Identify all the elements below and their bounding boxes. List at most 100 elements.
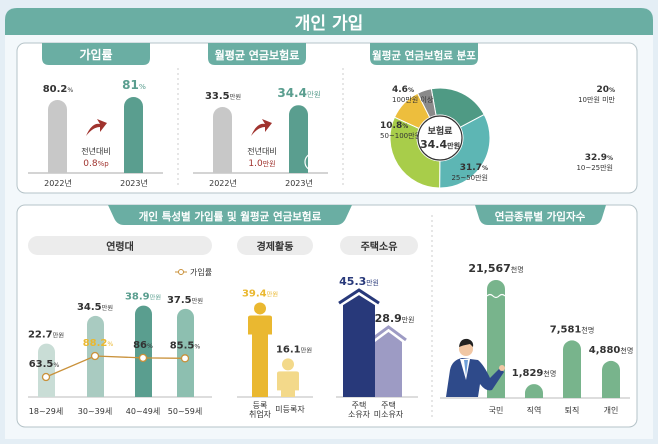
house-bar bbox=[343, 295, 375, 397]
rate-point bbox=[180, 354, 190, 363]
rate-value-label: 88.2% bbox=[83, 338, 114, 349]
svg-text:가입률: 가입률 bbox=[79, 47, 112, 62]
person-bar bbox=[277, 371, 299, 397]
svg-text:가입률: 가입률 bbox=[190, 268, 212, 277]
bar-value-label: 80.2% bbox=[43, 84, 74, 95]
axis-break-icon bbox=[486, 293, 506, 299]
age-label: 40~49세 bbox=[126, 407, 160, 416]
section-pill-distribution: 월평균 연금보험료 분포 bbox=[370, 43, 478, 65]
year-label: 2022년 bbox=[209, 178, 237, 188]
svg-text:연령대: 연령대 bbox=[106, 240, 134, 253]
bar bbox=[177, 308, 194, 397]
money-bag-icon bbox=[304, 153, 327, 171]
bar-value-label: 1,829천명 bbox=[512, 368, 557, 379]
person-head-icon bbox=[282, 358, 294, 371]
subsection-pill-economic: 경제활동 bbox=[237, 236, 313, 255]
section-pill-premium: 월평균 연금보험료 bbox=[208, 43, 306, 65]
donut-slice bbox=[389, 116, 441, 189]
category-label: 주택 미소유자 bbox=[374, 400, 404, 419]
bar bbox=[602, 360, 620, 398]
category-label: 미등록자 bbox=[275, 405, 305, 414]
bar bbox=[563, 340, 581, 398]
bar bbox=[135, 305, 152, 397]
rate-change-value: 0.8%p bbox=[83, 159, 109, 169]
pension-type-label: 퇴직 bbox=[565, 405, 580, 415]
rate-point bbox=[138, 353, 148, 363]
increase-arrow-icon bbox=[86, 119, 107, 136]
slice-category-label: 25~50만원 bbox=[451, 173, 488, 182]
slice-value-label: 32.9% bbox=[585, 153, 613, 163]
svg-text:연금종류별 가입자수: 연금종류별 가입자수 bbox=[495, 210, 586, 223]
subsection-pill-housing: 주택소유 bbox=[340, 236, 418, 255]
bar-value-label: 33.5만원 bbox=[205, 91, 241, 102]
roof-icon bbox=[370, 325, 407, 342]
bar bbox=[124, 97, 143, 173]
house-bar bbox=[375, 331, 402, 397]
pension-type-label: 국민 bbox=[489, 405, 504, 415]
slice-value-label: 10.8% bbox=[380, 121, 408, 131]
premium-chart: 33.5만원 2022년 34.4만원 2023년 bbox=[205, 86, 321, 188]
subsection-pill-age: 연령대 bbox=[28, 236, 212, 255]
donut-center-label: 보험료 bbox=[428, 125, 454, 137]
rate-point bbox=[90, 351, 100, 361]
bar-value-label: 38.9만원 bbox=[125, 292, 161, 303]
page-title: 개인 가입 bbox=[295, 14, 363, 34]
slice-value-label: 20% bbox=[596, 85, 615, 95]
distribution-donut: 20%10만원 미만 32.9%10~25만원 31.7%25~50만원 10.8%5… bbox=[380, 85, 616, 189]
slice-value-label: 4.6% bbox=[392, 85, 414, 95]
pension-type-label: 개인 bbox=[604, 405, 619, 415]
svg-text:월평균 연금보험료: 월평균 연금보험료 bbox=[215, 48, 300, 62]
person-bar bbox=[248, 315, 272, 397]
bar-value-label: 4,880천명 bbox=[589, 345, 634, 356]
title-bar bbox=[5, 8, 653, 35]
rate-point bbox=[41, 372, 51, 382]
section-pill-characteristics: 개인 특성별 가입률 및 월평균 연금보험료 bbox=[108, 205, 352, 225]
premium-change-value: 1.0만원 bbox=[248, 159, 275, 169]
svg-text:개인 특성별 가입률 및 월평균 연금보험료: 개인 특성별 가입률 및 월평균 연금보험료 bbox=[139, 210, 322, 223]
year-label: 2022년 bbox=[44, 178, 72, 188]
bar bbox=[525, 384, 543, 398]
legend-rate: 가입률 bbox=[175, 268, 212, 277]
bar bbox=[213, 107, 232, 173]
rate-chart: 80.2% 2022년 81% 2023년 bbox=[43, 78, 148, 188]
rate-line bbox=[45, 355, 186, 378]
svg-text:주택소유: 주택소유 bbox=[361, 240, 398, 253]
pension-type-label: 직역 bbox=[527, 405, 542, 415]
bar-value-label: 28.9만원 bbox=[375, 312, 415, 325]
bar-value-label: 37.5만원 bbox=[167, 295, 203, 306]
bar bbox=[38, 343, 55, 397]
bar-value-label: 7,581천명 bbox=[550, 324, 595, 335]
bar-value-label: 21,567천명 bbox=[468, 262, 523, 275]
slice-category-label: 10만원 미만 bbox=[578, 95, 615, 104]
rate-change-label: 전년대비 bbox=[81, 146, 110, 156]
donut-slice bbox=[439, 113, 491, 189]
svg-text:경제활동: 경제활동 bbox=[257, 240, 294, 253]
section-pill-rate: 가입률 bbox=[42, 43, 150, 65]
age-label: 18~29세 bbox=[29, 407, 63, 416]
bar-value-label: 45.3만원 bbox=[339, 275, 379, 288]
presenter-illustration-icon bbox=[446, 338, 505, 397]
bar-value-label: 16.1만원 bbox=[276, 344, 312, 355]
donut-center bbox=[417, 115, 463, 161]
category-label: 등록 취업자 bbox=[249, 401, 272, 419]
svg-text:월평균 연금보험료 분포: 월평균 연금보험료 분포 bbox=[372, 49, 476, 62]
bar-value-label: 39.4만원 bbox=[242, 288, 278, 299]
slice-category-label: 50~100만원 bbox=[380, 131, 421, 140]
bar bbox=[289, 105, 308, 173]
rate-value-label: 85.5% bbox=[170, 340, 201, 351]
rate-value-label: 63.5% bbox=[29, 359, 60, 370]
slice-category-label: 100만원 이상 bbox=[392, 95, 434, 104]
donut-center-value: 34.4만원 bbox=[420, 138, 460, 151]
slice-category-label: 10~25만원 bbox=[576, 163, 613, 172]
bar-value-label: 81% bbox=[122, 78, 146, 92]
age-label: 30~39세 bbox=[78, 407, 112, 416]
age-label: 50~59세 bbox=[168, 407, 202, 416]
slice-value-label: 31.7% bbox=[460, 163, 488, 173]
bar bbox=[48, 100, 67, 173]
bar-value-label: 34.5만원 bbox=[77, 302, 113, 313]
section-pill-pension-types: 연금종류별 가입자수 bbox=[475, 205, 606, 225]
year-label: 2023년 bbox=[285, 178, 313, 188]
